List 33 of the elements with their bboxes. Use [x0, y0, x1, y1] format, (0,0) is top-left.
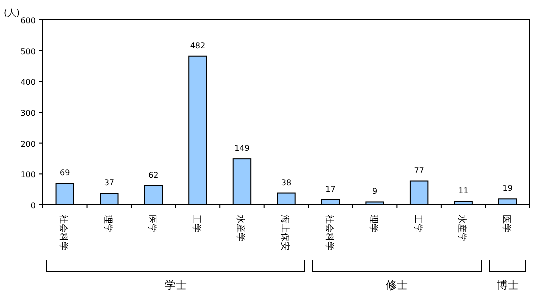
y-tick-label: 300 — [20, 109, 36, 118]
x-tick-label: 理学 — [368, 215, 380, 233]
x-tick-label: 理学 — [102, 215, 114, 233]
data-label: 37 — [104, 178, 115, 188]
y-tick-label: 500 — [20, 47, 36, 56]
x-tick-label: 医学 — [500, 215, 512, 233]
x-tick-label: 社会科学 — [324, 215, 335, 251]
y-tick-label: 200 — [20, 140, 36, 149]
data-label: 482 — [190, 41, 206, 50]
y-axis-title: (人) — [4, 8, 20, 19]
data-label: 149 — [234, 144, 250, 154]
data-label: 77 — [414, 166, 424, 176]
text: 博士 — [496, 279, 519, 292]
data-label: 38 — [281, 178, 292, 188]
data-label: 19 — [502, 184, 513, 194]
data-label: 62 — [148, 170, 159, 180]
y-tick-label: 0 — [30, 202, 36, 210]
text: 学士 — [164, 279, 187, 292]
text: 修士 — [386, 279, 408, 292]
x-tick-label: 海上保安 — [280, 215, 290, 251]
data-label: 17 — [326, 184, 336, 194]
x-tick-label: 医学 — [146, 215, 158, 233]
data-label: 11 — [458, 186, 469, 196]
data-label: 69 — [60, 168, 70, 178]
x-tick-label: 工学 — [412, 215, 424, 233]
y-tick-label: 600 — [20, 16, 36, 26]
y-tick-label: 400 — [20, 78, 36, 88]
y-tick-label: 100 — [20, 170, 36, 180]
x-tick-label: 工学 — [190, 215, 202, 233]
x-tick-label: 水産学 — [235, 215, 246, 242]
data-label: 9 — [372, 187, 378, 196]
x-tick-label: 水産学 — [456, 215, 468, 242]
x-tick-label: 社会科学 — [58, 215, 70, 251]
